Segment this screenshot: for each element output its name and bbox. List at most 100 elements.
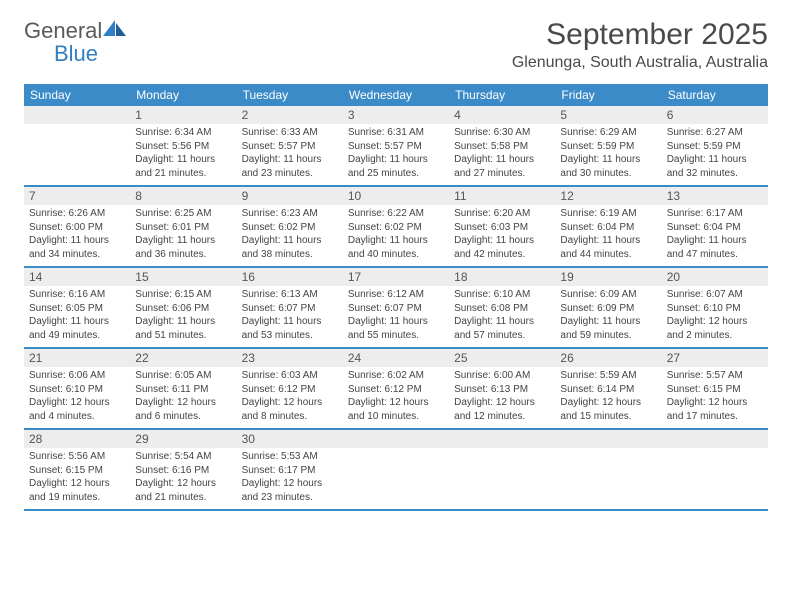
weekday-header: Sunday bbox=[24, 84, 130, 106]
calendar-week: 21 Sunrise: 6:06 AMSunset: 6:10 PMDayligh… bbox=[24, 349, 768, 430]
calendar-day: 25Sunrise: 6:00 AMSunset: 6:13 PMDayligh… bbox=[449, 349, 555, 428]
calendar-week: 14Sunrise: 6:16 AMSunset: 6:05 PMDayligh… bbox=[24, 268, 768, 349]
day-number: 8 bbox=[130, 187, 236, 205]
day-number: 6 bbox=[662, 106, 768, 124]
logo-text-wrap: General Blue bbox=[24, 18, 128, 66]
day-info: Sunrise: 6:12 AMSunset: 6:07 PMDaylight:… bbox=[348, 288, 444, 342]
day-number: 2 bbox=[237, 106, 343, 124]
calendar-day: 27Sunrise: 5:57 AMSunset: 6:15 PMDayligh… bbox=[662, 349, 768, 428]
day-info: Sunrise: 6:34 AMSunset: 5:56 PMDaylight:… bbox=[135, 126, 231, 180]
day-number: 7 bbox=[24, 187, 130, 205]
day-info: Sunrise: 6:29 AMSunset: 5:59 PMDaylight:… bbox=[560, 126, 656, 180]
calendar-day: 15 Sunrise: 6:15 AMSunset: 6:06 PMDayligh… bbox=[130, 268, 236, 347]
calendar-day bbox=[662, 430, 768, 509]
day-number: 22 bbox=[130, 349, 236, 367]
calendar-day: 3 Sunrise: 6:31 AMSunset: 5:57 PMDaylight… bbox=[343, 106, 449, 185]
calendar-day bbox=[449, 430, 555, 509]
day-number: 3 bbox=[343, 106, 449, 124]
calendar-day: 16Sunrise: 6:13 AMSunset: 6:07 PMDayligh… bbox=[237, 268, 343, 347]
day-info: Sunrise: 6:22 AMSunset: 6:02 PMDaylight:… bbox=[348, 207, 444, 261]
day-info: Sunrise: 6:07 AMSunset: 6:10 PMDaylight:… bbox=[667, 288, 763, 342]
day-info: Sunrise: 6:25 AMSunset: 6:01 PMDaylight:… bbox=[135, 207, 231, 261]
calendar-day: 12Sunrise: 6:19 AMSunset: 6:04 PMDayligh… bbox=[555, 187, 661, 266]
day-info: Sunrise: 5:54 AMSunset: 6:16 PMDaylight:… bbox=[135, 450, 231, 504]
day-info: Sunrise: 6:05 AMSunset: 6:11 PMDaylight:… bbox=[135, 369, 231, 423]
day-number: 17 bbox=[343, 268, 449, 286]
calendar-day: 23 Sunrise: 6:03 AMSunset: 6:12 PMDayligh… bbox=[237, 349, 343, 428]
day-number: 26 bbox=[555, 349, 661, 367]
calendar-day: 28Sunrise: 5:56 AMSunset: 6:15 PMDayligh… bbox=[24, 430, 130, 509]
calendar-day: 5 Sunrise: 6:29 AMSunset: 5:59 PMDaylight… bbox=[555, 106, 661, 185]
day-info: Sunrise: 6:03 AMSunset: 6:12 PMDaylight:… bbox=[242, 369, 338, 423]
day-number: 19 bbox=[555, 268, 661, 286]
day-number: 15 bbox=[130, 268, 236, 286]
day-number: 9 bbox=[237, 187, 343, 205]
location-text: Glenunga, South Australia, Australia bbox=[512, 54, 768, 72]
day-info: Sunrise: 6:10 AMSunset: 6:08 PMDaylight:… bbox=[454, 288, 550, 342]
calendar-day: 24 Sunrise: 6:02 AMSunset: 6:12 PMDayligh… bbox=[343, 349, 449, 428]
calendar-day bbox=[555, 430, 661, 509]
day-info: Sunrise: 6:23 AMSunset: 6:02 PMDaylight:… bbox=[242, 207, 338, 261]
day-number: 24 bbox=[343, 349, 449, 367]
calendar-day: 7 Sunrise: 6:26 AMSunset: 6:00 PMDaylight… bbox=[24, 187, 130, 266]
day-number: 5 bbox=[555, 106, 661, 124]
day-number: 29 bbox=[130, 430, 236, 448]
logo-text-blue: Blue bbox=[24, 41, 98, 66]
weekday-header: Thursday bbox=[449, 84, 555, 106]
month-title: September 2025 bbox=[512, 18, 768, 52]
day-info: Sunrise: 6:17 AMSunset: 6:04 PMDaylight:… bbox=[667, 207, 763, 261]
day-info: Sunrise: 6:09 AMSunset: 6:09 PMDaylight:… bbox=[560, 288, 656, 342]
day-info: Sunrise: 6:20 AMSunset: 6:03 PMDaylight:… bbox=[454, 207, 550, 261]
day-number: 13 bbox=[662, 187, 768, 205]
weekday-header-row: SundayMondayTuesdayWednesdayThursdayFrid… bbox=[24, 84, 768, 106]
day-info: Sunrise: 6:06 AMSunset: 6:10 PMDaylight:… bbox=[29, 369, 125, 423]
day-number: 4 bbox=[449, 106, 555, 124]
day-info: Sunrise: 6:19 AMSunset: 6:04 PMDaylight:… bbox=[560, 207, 656, 261]
title-block: September 2025 Glenunga, South Australia… bbox=[512, 18, 768, 72]
day-info: Sunrise: 6:15 AMSunset: 6:06 PMDaylight:… bbox=[135, 288, 231, 342]
calendar-day: 26 Sunrise: 5:59 AMSunset: 6:14 PMDayligh… bbox=[555, 349, 661, 428]
calendar-day: 14Sunrise: 6:16 AMSunset: 6:05 PMDayligh… bbox=[24, 268, 130, 347]
day-number: 18 bbox=[449, 268, 555, 286]
calendar-week: 1 Sunrise: 6:34 AMSunset: 5:56 PMDaylight… bbox=[24, 106, 768, 187]
logo-sail-icon bbox=[102, 18, 128, 38]
day-info: Sunrise: 6:27 AMSunset: 5:59 PMDaylight:… bbox=[667, 126, 763, 180]
day-number bbox=[343, 430, 449, 448]
calendar-day: 20 Sunrise: 6:07 AMSunset: 6:10 PMDayligh… bbox=[662, 268, 768, 347]
weekday-header: Tuesday bbox=[237, 84, 343, 106]
day-info: Sunrise: 5:59 AMSunset: 6:14 PMDaylight:… bbox=[560, 369, 656, 423]
calendar-day: 11Sunrise: 6:20 AMSunset: 6:03 PMDayligh… bbox=[449, 187, 555, 266]
day-number bbox=[555, 430, 661, 448]
day-number: 23 bbox=[237, 349, 343, 367]
calendar-day: 22 Sunrise: 6:05 AMSunset: 6:11 PMDayligh… bbox=[130, 349, 236, 428]
day-number: 25 bbox=[449, 349, 555, 367]
logo-text-general: General bbox=[24, 18, 102, 43]
calendar-day: 2Sunrise: 6:33 AMSunset: 5:57 PMDaylight… bbox=[237, 106, 343, 185]
weekday-header: Wednesday bbox=[343, 84, 449, 106]
weekday-header: Saturday bbox=[662, 84, 768, 106]
day-number: 20 bbox=[662, 268, 768, 286]
calendar-page: General Blue September 2025 Glenunga, So… bbox=[0, 0, 792, 529]
day-number bbox=[662, 430, 768, 448]
calendar-day: 10Sunrise: 6:22 AMSunset: 6:02 PMDayligh… bbox=[343, 187, 449, 266]
calendar-day: 4Sunrise: 6:30 AMSunset: 5:58 PMDaylight… bbox=[449, 106, 555, 185]
day-number: 1 bbox=[130, 106, 236, 124]
calendar-day: 6 Sunrise: 6:27 AMSunset: 5:59 PMDaylight… bbox=[662, 106, 768, 185]
calendar-day bbox=[24, 106, 130, 185]
day-info: Sunrise: 6:31 AMSunset: 5:57 PMDaylight:… bbox=[348, 126, 444, 180]
weekday-header: Friday bbox=[555, 84, 661, 106]
calendar-day: 17 Sunrise: 6:12 AMSunset: 6:07 PMDayligh… bbox=[343, 268, 449, 347]
weeks-container: 1 Sunrise: 6:34 AMSunset: 5:56 PMDaylight… bbox=[24, 106, 768, 511]
day-number: 21 bbox=[24, 349, 130, 367]
day-number: 30 bbox=[237, 430, 343, 448]
day-info: Sunrise: 5:53 AMSunset: 6:17 PMDaylight:… bbox=[242, 450, 338, 504]
day-info: Sunrise: 6:26 AMSunset: 6:00 PMDaylight:… bbox=[29, 207, 125, 261]
day-info: Sunrise: 6:02 AMSunset: 6:12 PMDaylight:… bbox=[348, 369, 444, 423]
calendar-day: 1 Sunrise: 6:34 AMSunset: 5:56 PMDaylight… bbox=[130, 106, 236, 185]
day-number bbox=[24, 106, 130, 124]
calendar-day bbox=[343, 430, 449, 509]
weekday-header: Monday bbox=[130, 84, 236, 106]
calendar-day: 13 Sunrise: 6:17 AMSunset: 6:04 PMDayligh… bbox=[662, 187, 768, 266]
calendar-grid: SundayMondayTuesdayWednesdayThursdayFrid… bbox=[24, 84, 768, 511]
calendar-week: 7 Sunrise: 6:26 AMSunset: 6:00 PMDaylight… bbox=[24, 187, 768, 268]
